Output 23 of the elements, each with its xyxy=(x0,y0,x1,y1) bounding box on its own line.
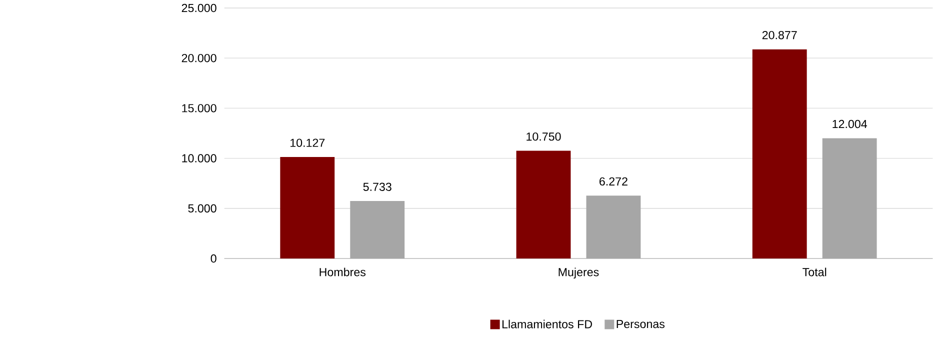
y-tick-label: 20.000 xyxy=(182,54,216,62)
bar xyxy=(752,49,807,259)
y-tick-label: 25.000 xyxy=(182,4,216,12)
y-tick-label: 10.000 xyxy=(182,154,216,163)
data-label: 20.877 xyxy=(762,31,797,40)
data-label: 6.272 xyxy=(600,177,628,186)
y-tick-label: 0 xyxy=(210,254,216,263)
bar xyxy=(280,157,335,259)
bar xyxy=(822,138,877,259)
data-label: 12.004 xyxy=(832,120,868,128)
bar xyxy=(516,150,571,259)
bar xyxy=(586,196,641,259)
legend-label: Llamamientos FD xyxy=(502,320,592,328)
x-tick-label: Mujeres xyxy=(558,268,599,279)
data-label: 10.127 xyxy=(290,138,325,148)
data-label: 10.750 xyxy=(526,132,561,141)
bar xyxy=(350,201,405,259)
y-tick-label: 5.000 xyxy=(188,204,216,213)
legend-label: Personas xyxy=(616,320,665,328)
data-label: 5.733 xyxy=(363,182,392,192)
x-tick-label: Total xyxy=(802,268,826,276)
y-tick-label: 15.000 xyxy=(182,104,216,112)
x-tick-label: Hombres xyxy=(320,268,366,276)
